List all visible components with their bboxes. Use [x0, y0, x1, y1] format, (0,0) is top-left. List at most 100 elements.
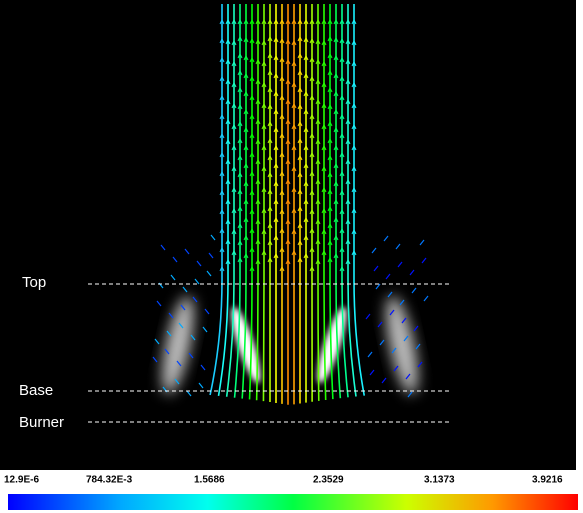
colorbar-ticks: 12.9E-6 784.32E-3 1.5686 2.3529 3.1373 3.9216: [4, 475, 563, 486]
vector-head: [291, 60, 297, 67]
vector-head: [315, 198, 321, 205]
vector-small: [387, 291, 393, 298]
vector-head: [291, 39, 297, 46]
vector-head: [339, 113, 345, 120]
vector-head: [261, 165, 267, 172]
vector-small: [377, 321, 383, 328]
vector-head: [273, 90, 279, 97]
vector-small: [405, 373, 411, 380]
vector-head: [345, 238, 351, 245]
vector-head: [261, 18, 267, 25]
vector-head: [249, 151, 255, 158]
vector-head: [327, 35, 333, 42]
vector-head: [333, 90, 339, 97]
vector-head: [351, 165, 357, 172]
vector-head: [309, 208, 315, 215]
colorbar-tick-label: 3.9216: [532, 475, 563, 486]
vector-head: [249, 18, 255, 25]
vector-head: [261, 186, 267, 193]
vector-head: [273, 54, 279, 61]
reference-lines: [88, 283, 450, 423]
vector-head: [327, 256, 333, 263]
vector-line: [262, 4, 265, 402]
velocity-vectors: [152, 4, 429, 405]
vector-head: [303, 198, 309, 205]
vector-head: [339, 37, 345, 44]
vector-head: [345, 178, 351, 185]
vector-head: [219, 189, 225, 196]
vector-small: [156, 300, 162, 307]
vector-head: [225, 198, 231, 205]
vector-small: [381, 377, 387, 384]
vector-head: [243, 36, 249, 43]
vector-head: [237, 171, 243, 178]
vector-head: [237, 154, 243, 161]
vector-head: [309, 189, 315, 196]
vector-head: [309, 75, 315, 82]
vector-head: [321, 60, 327, 67]
vector-head: [225, 58, 231, 65]
vector-head: [225, 138, 231, 145]
vector-head: [249, 227, 255, 234]
vector-head: [297, 35, 303, 42]
vector-head: [249, 265, 255, 272]
vector-head: [225, 18, 231, 25]
vector-small: [184, 248, 190, 255]
vector-head: [243, 90, 249, 97]
vector-head: [333, 108, 339, 115]
vector-small: [202, 326, 208, 333]
vector-head: [303, 90, 309, 97]
vector-head: [237, 222, 243, 229]
vector-head: [243, 72, 249, 79]
vector-head: [225, 158, 231, 165]
vector-head: [273, 162, 279, 169]
vector-head: [321, 81, 327, 88]
vector-head: [267, 154, 273, 161]
vector-head: [267, 35, 273, 42]
vector-head: [297, 256, 303, 263]
vector-head: [327, 222, 333, 229]
vector-head: [351, 228, 357, 235]
vector-head: [249, 94, 255, 101]
vector-head: [255, 78, 261, 85]
vector-head: [345, 58, 351, 65]
vector-head: [321, 144, 327, 151]
vector-head: [231, 81, 237, 88]
vector-head: [219, 246, 225, 253]
vector-head: [351, 102, 357, 109]
vector-head: [279, 151, 285, 158]
vector-small: [411, 287, 417, 294]
vector-head: [309, 246, 315, 253]
vector-head: [351, 186, 357, 193]
vector-head: [333, 234, 339, 241]
vector-head: [345, 78, 351, 85]
vector-head: [309, 113, 315, 120]
vector-head: [261, 60, 267, 67]
vector-head: [297, 222, 303, 229]
vector-line: [329, 4, 334, 400]
vector-head: [321, 207, 327, 214]
vector-head: [303, 108, 309, 115]
vector-head: [285, 138, 291, 145]
vector-small: [168, 312, 174, 319]
vector-head: [249, 56, 255, 63]
vector-head: [249, 75, 255, 82]
vector-head: [273, 144, 279, 151]
vector-small: [385, 273, 391, 280]
vector-head: [339, 208, 345, 215]
vector-head: [285, 38, 291, 45]
vector-small: [180, 304, 186, 311]
vector-head: [339, 94, 345, 101]
vector-head: [219, 151, 225, 158]
vector-head: [267, 69, 273, 76]
vector-small: [409, 269, 415, 276]
vector-head: [297, 171, 303, 178]
vector-head: [297, 52, 303, 59]
vector-small: [196, 260, 202, 267]
vector-head: [237, 52, 243, 59]
vector-head: [327, 86, 333, 93]
vector-head: [255, 198, 261, 205]
vector-head: [351, 81, 357, 88]
vector-small: [413, 325, 419, 332]
vector-head: [273, 108, 279, 115]
